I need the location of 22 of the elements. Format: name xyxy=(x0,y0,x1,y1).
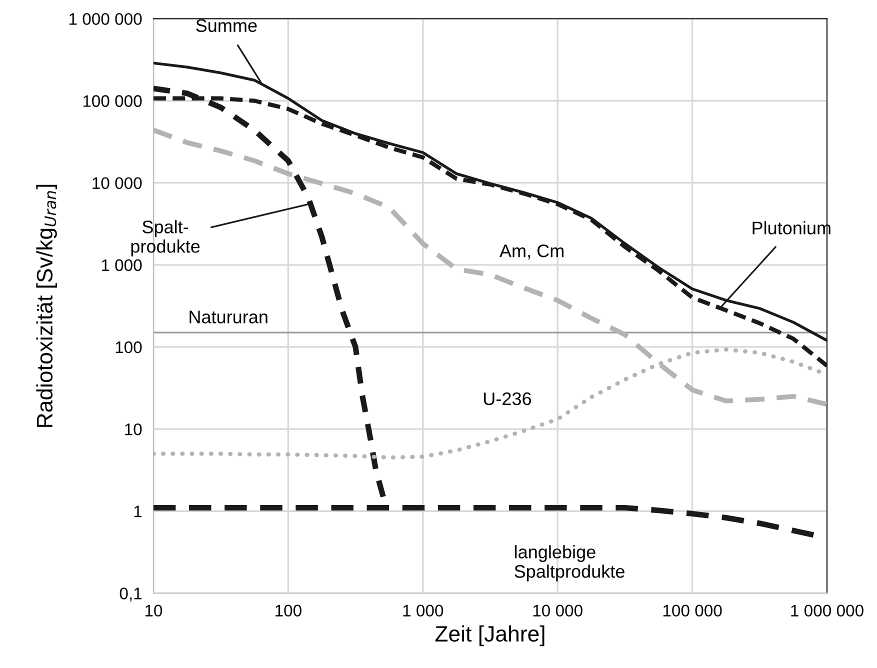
y-tick-label: 10 000 xyxy=(92,177,142,190)
ref-line-label: Natururan xyxy=(190,310,268,324)
y-axis-title: Radiotoxizität [Sv/kg$_{Uran}$] xyxy=(36,184,57,427)
annotation: Am, Cm xyxy=(499,244,564,260)
annotation: U-236 xyxy=(484,392,532,406)
x-tick-label: 10 xyxy=(145,604,162,617)
x-tick-label: 100 000 xyxy=(663,604,722,617)
y-tick-label: 1 xyxy=(134,506,142,518)
y-tick-label: 10 xyxy=(125,423,142,436)
x-tick-label: 1 000 xyxy=(403,604,444,617)
x-tick-label: 1 000 000 xyxy=(791,604,864,617)
x-tick-label: 100 xyxy=(276,604,302,617)
y-tick-label: 1 000 000 xyxy=(69,13,142,25)
x-tick-label: 10 000 xyxy=(533,604,582,617)
y-tick-label: 100 xyxy=(116,341,142,354)
y-tick-label: 1 000 xyxy=(102,259,142,272)
x-axis-title: Zeit [Jahre] xyxy=(435,625,544,646)
y-tick-label: 0,1 xyxy=(120,588,142,602)
annotation: Summe xyxy=(196,19,257,32)
annotation: langlebige Spaltprodukte xyxy=(514,545,624,582)
annotation: Spalt- produkte xyxy=(131,220,200,256)
y-tick-label: 100 000 xyxy=(83,95,142,107)
